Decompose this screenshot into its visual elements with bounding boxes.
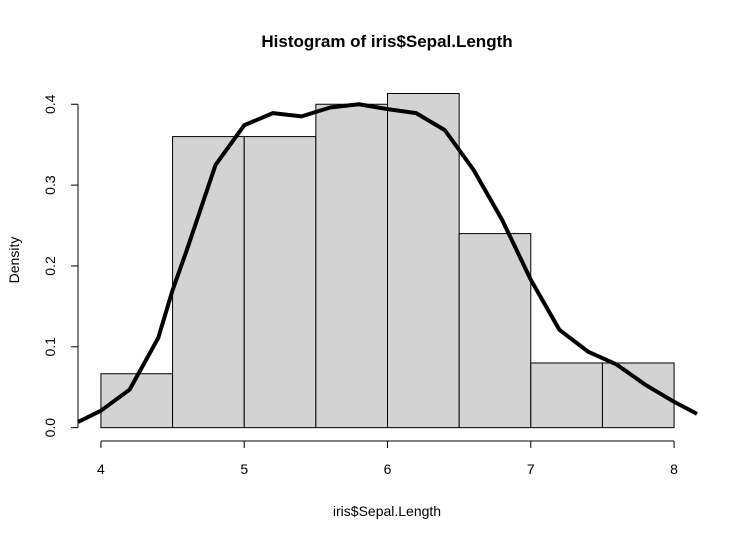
x-tick-label: 8 (670, 461, 678, 477)
x-tick-label: 4 (97, 461, 105, 477)
y-tick-label: 0.2 (42, 256, 58, 276)
y-tick-label: 0.1 (42, 337, 58, 357)
y-tick-label: 0.3 (42, 175, 58, 195)
bar (243, 136, 317, 429)
density-line (77, 102, 698, 424)
bar (387, 93, 460, 429)
x-axis-label: iris$Sepal.Length (333, 503, 441, 519)
x-tick-label: 5 (240, 461, 248, 477)
x-tick-label: 7 (527, 461, 535, 477)
bar (458, 233, 532, 429)
y-axis-label: Density (6, 237, 22, 284)
bar (530, 362, 603, 429)
y-tick-label: 0.4 (42, 94, 58, 114)
chart-title: Histogram of iris$Sepal.Length (261, 32, 512, 51)
bar (315, 103, 388, 429)
x-tick-label: 6 (384, 461, 392, 477)
y-tick-label: 0.0 (42, 418, 58, 438)
